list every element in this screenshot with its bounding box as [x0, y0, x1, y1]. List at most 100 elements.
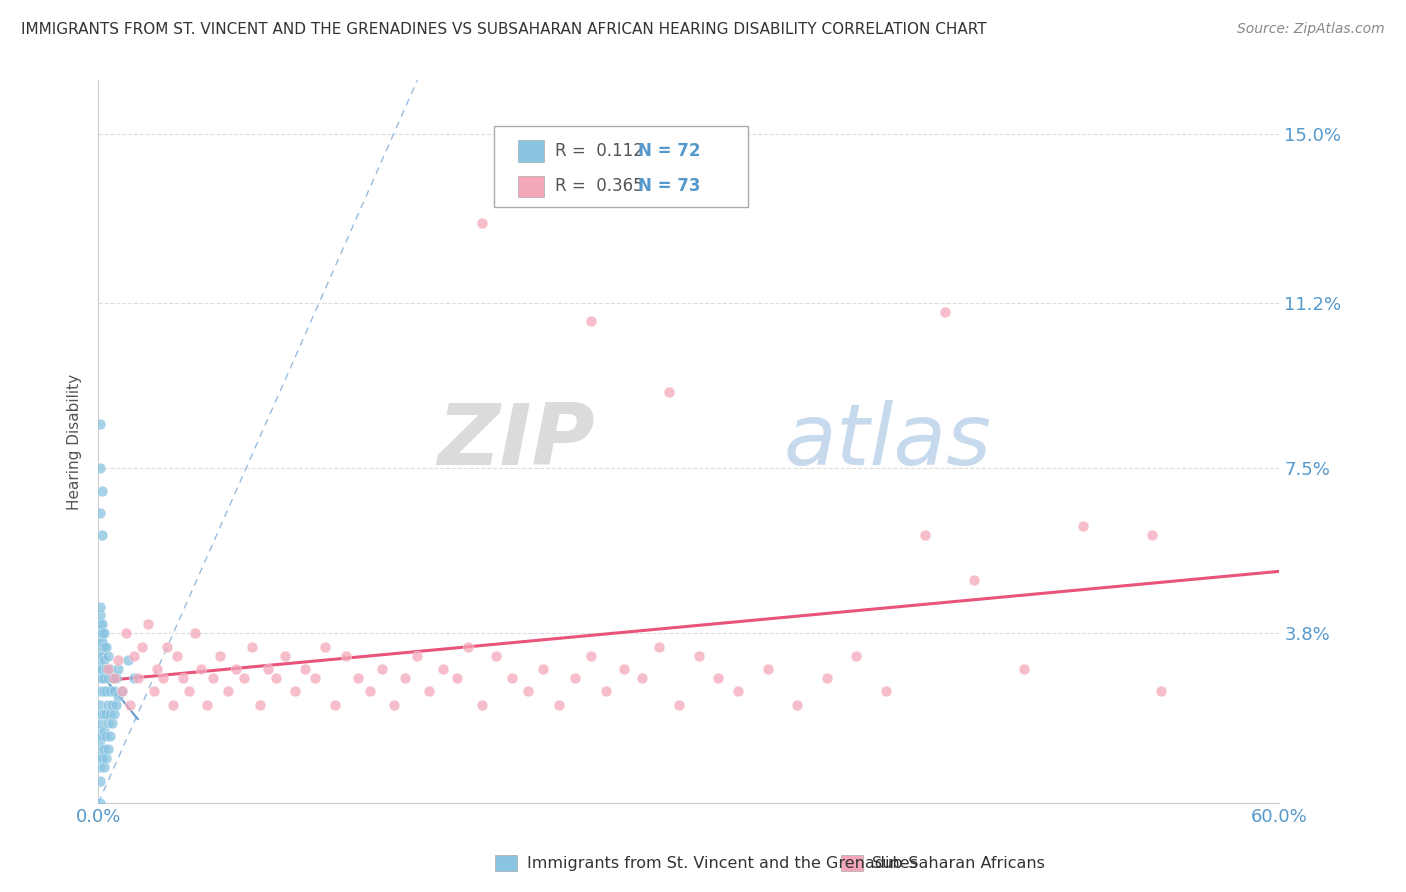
Point [89, 644, 111, 658]
Point [209, 648, 232, 663]
Point [97, 671, 120, 685]
Point [162, 698, 184, 712]
Point [314, 640, 336, 654]
Point [91, 617, 114, 632]
Point [96, 729, 118, 743]
Point [89, 662, 111, 676]
Point [96, 640, 118, 654]
Point [225, 662, 247, 676]
Point [233, 671, 256, 685]
Point [89, 742, 111, 756]
Point [91, 662, 114, 676]
Point [457, 640, 479, 654]
Point [418, 684, 440, 698]
Point [101, 671, 124, 685]
Point [89, 760, 111, 774]
Point [93, 706, 115, 721]
Point [875, 684, 897, 698]
Point [613, 662, 636, 676]
Point [786, 698, 808, 712]
Point [89, 733, 111, 747]
Point [89, 599, 111, 614]
Point [688, 648, 710, 663]
Point [93, 671, 115, 685]
Point [96, 751, 118, 765]
Point [91, 635, 114, 649]
Point [963, 573, 986, 587]
Point [103, 671, 125, 685]
Point [89, 461, 111, 475]
Point [117, 653, 139, 667]
Point [89, 617, 111, 632]
Point [485, 648, 508, 663]
Point [103, 706, 125, 721]
Point [93, 724, 115, 739]
Point [89, 653, 111, 667]
Point [240, 640, 263, 654]
Point [382, 698, 405, 712]
Point [97, 742, 120, 756]
Point [89, 608, 111, 623]
Point [394, 671, 416, 685]
Point [93, 684, 115, 698]
Point [96, 684, 118, 698]
Point [630, 671, 652, 685]
Point [91, 684, 114, 698]
Point [89, 635, 111, 649]
Point [471, 216, 494, 230]
Point [284, 684, 307, 698]
Point [756, 662, 779, 676]
Point [111, 684, 134, 698]
Point [105, 698, 128, 712]
Point [103, 684, 125, 698]
Point [93, 653, 115, 667]
Point [91, 648, 114, 663]
Point [111, 684, 134, 698]
Point [115, 626, 138, 640]
Point [595, 684, 617, 698]
Point [89, 751, 111, 765]
Point [89, 417, 111, 431]
FancyBboxPatch shape [494, 126, 748, 207]
Point [89, 724, 111, 739]
Point [323, 698, 346, 712]
Point [264, 671, 287, 685]
Point [548, 698, 571, 712]
Point [914, 528, 936, 542]
Text: ZIP: ZIP [437, 400, 595, 483]
Point [845, 648, 868, 663]
Point [97, 715, 120, 730]
Point [89, 715, 111, 730]
Point [516, 684, 538, 698]
Point [142, 684, 165, 698]
Point [93, 760, 115, 774]
Text: R =  0.112: R = 0.112 [555, 142, 644, 160]
Point [294, 662, 316, 676]
Point [184, 626, 207, 640]
Text: R =  0.365: R = 0.365 [555, 178, 644, 195]
Point [256, 662, 278, 676]
Point [1150, 684, 1173, 698]
Point [101, 698, 124, 712]
Point [1012, 662, 1035, 676]
Point [91, 706, 114, 721]
Point [105, 671, 128, 685]
Point [98, 684, 121, 698]
Point [727, 684, 749, 698]
Point [1071, 519, 1094, 533]
FancyBboxPatch shape [517, 176, 544, 197]
Point [579, 314, 602, 328]
Point [118, 698, 141, 712]
Point [98, 662, 121, 676]
FancyBboxPatch shape [517, 140, 544, 162]
Point [471, 698, 494, 712]
Point [136, 617, 159, 632]
Point [98, 729, 121, 743]
Point [648, 640, 671, 654]
Point [815, 671, 838, 685]
Text: Source: ZipAtlas.com: Source: ZipAtlas.com [1237, 22, 1385, 37]
Point [217, 684, 239, 698]
Point [93, 626, 115, 640]
Point [91, 626, 114, 640]
Point [668, 698, 690, 712]
